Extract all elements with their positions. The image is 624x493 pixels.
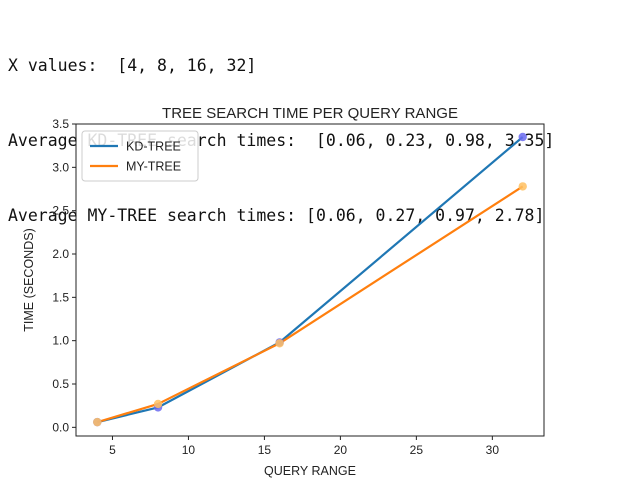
console-line-x-values: X values: [4, 8, 16, 32]	[8, 56, 257, 75]
y-axis-label: TIME (SECONDS)	[22, 228, 36, 331]
x-axis-label: QUERY RANGE	[264, 464, 356, 478]
y-tick-label: 2.5	[52, 204, 69, 218]
y-tick-label: 0.0	[52, 420, 69, 434]
data-point-0-3	[518, 132, 527, 142]
y-tick-label: 2.0	[52, 247, 69, 261]
data-point-1-1	[153, 399, 163, 409]
x-tick-label: 25	[410, 443, 424, 457]
console-line-my-tree: Average MY-TREE search times: [0.06, 0.2…	[8, 206, 545, 225]
y-tick-label: 3.5	[52, 117, 69, 131]
y-tick-label: 3.0	[52, 160, 69, 174]
y-tick-label: 0.5	[52, 377, 69, 391]
data-point-1-2	[275, 339, 284, 348]
data-point-1-3	[518, 182, 527, 191]
x-tick-label: 5	[109, 443, 116, 457]
x-tick-label: 20	[334, 443, 348, 457]
data-point-1-0	[93, 417, 102, 427]
series-line-1	[96, 185, 524, 424]
series-line-0	[97, 136, 524, 424]
legend-label-1: MY-TREE	[126, 160, 181, 174]
chart-title: TREE SEARCH TIME PER QUERY RANGE	[162, 105, 458, 122]
x-tick-label: 10	[182, 443, 196, 457]
plot-area	[75, 123, 545, 437]
x-tick-label: 30	[486, 443, 500, 457]
y-tick-label: 1.0	[52, 334, 69, 348]
y-tick-label: 1.5	[52, 290, 69, 304]
x-tick-label: 15	[258, 443, 272, 457]
legend-box	[81, 130, 199, 182]
legend-label-0: KD-TREE	[126, 140, 181, 154]
